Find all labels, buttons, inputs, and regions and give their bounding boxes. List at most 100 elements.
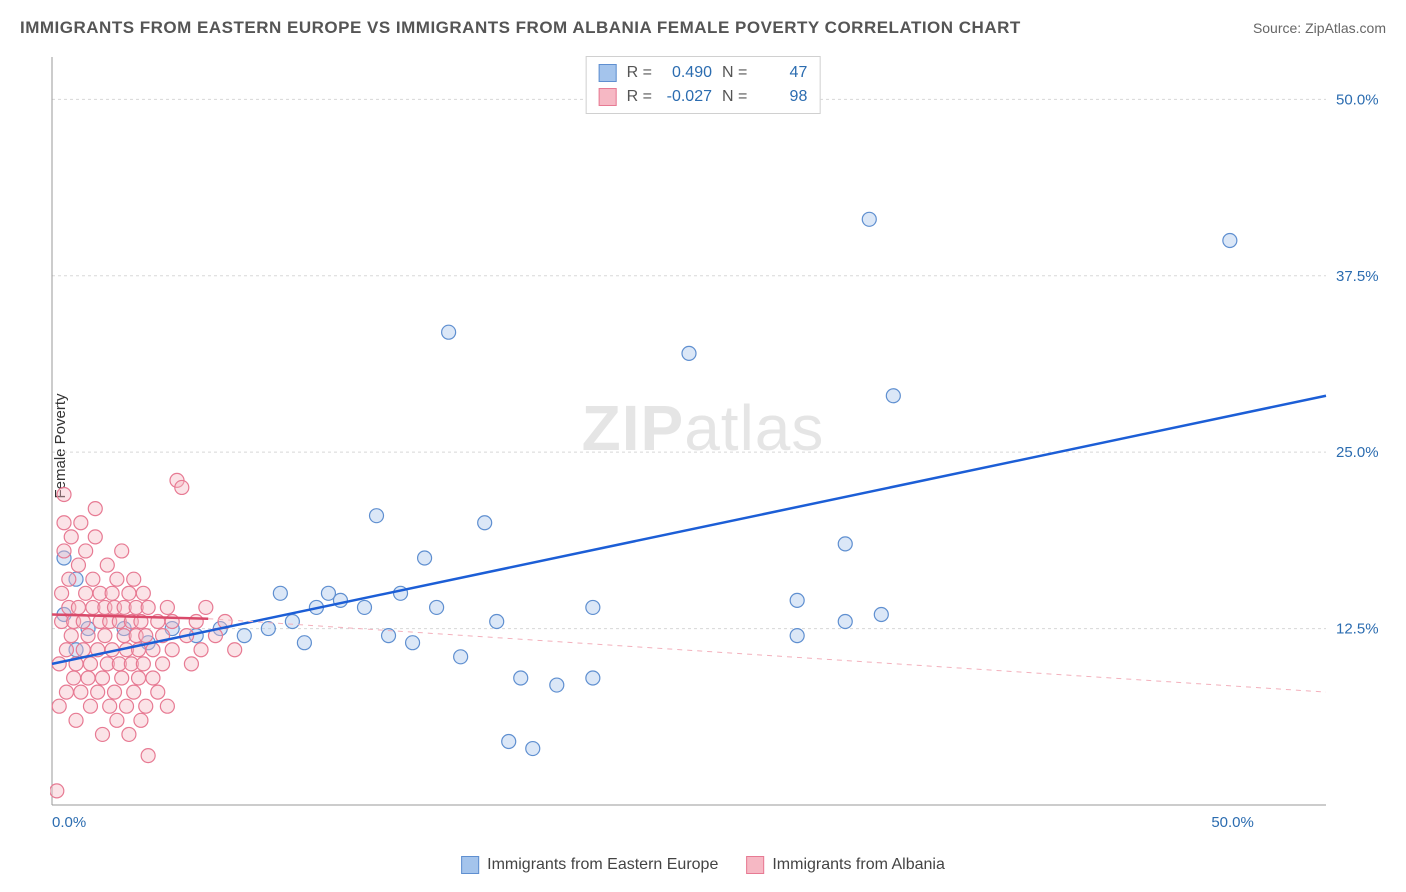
data-point <box>83 699 97 713</box>
data-point <box>103 699 117 713</box>
data-point <box>50 784 64 798</box>
data-point <box>71 600 85 614</box>
data-point <box>237 629 251 643</box>
data-point <box>586 600 600 614</box>
stats-row: R = -0.027 N = 98 <box>599 85 808 109</box>
data-point <box>132 671 146 685</box>
data-point <box>273 586 287 600</box>
data-point <box>454 650 468 664</box>
r-label: R = <box>627 85 652 109</box>
data-point <box>790 593 804 607</box>
data-point <box>141 600 155 614</box>
legend-swatch <box>461 856 479 874</box>
data-point <box>151 685 165 699</box>
data-point <box>297 636 311 650</box>
legend-swatch <box>746 856 764 874</box>
data-point <box>406 636 420 650</box>
data-point <box>74 685 88 699</box>
data-point <box>490 615 504 629</box>
data-point <box>88 502 102 516</box>
data-point <box>59 643 73 657</box>
data-point <box>95 671 109 685</box>
scatter-chart: 12.5%25.0%37.5%50.0%0.0%50.0% <box>50 55 1386 835</box>
legend-label: Immigrants from Eastern Europe <box>487 856 718 874</box>
stats-row: R = 0.490 N = 47 <box>599 61 808 85</box>
data-point <box>862 212 876 226</box>
legend-label: Immigrants from Albania <box>772 856 945 874</box>
data-point <box>81 671 95 685</box>
legend: Immigrants from Eastern Europe Immigrants… <box>461 856 945 874</box>
data-point <box>86 572 100 586</box>
data-point <box>62 572 76 586</box>
data-point <box>100 558 114 572</box>
data-point <box>122 586 136 600</box>
data-point <box>156 657 170 671</box>
data-point <box>146 671 160 685</box>
data-point <box>285 615 299 629</box>
data-point <box>175 480 189 494</box>
data-point <box>790 629 804 643</box>
data-point <box>682 346 696 360</box>
n-value: 98 <box>757 85 807 109</box>
data-point <box>261 622 275 636</box>
series-swatch <box>599 88 617 106</box>
data-point <box>120 699 134 713</box>
data-point <box>194 643 208 657</box>
n-value: 47 <box>757 61 807 85</box>
y-tick-label: 25.0% <box>1336 444 1379 461</box>
data-point <box>55 586 69 600</box>
data-point <box>59 685 73 699</box>
series-swatch <box>599 64 617 82</box>
r-value: -0.027 <box>662 85 712 109</box>
data-point <box>110 713 124 727</box>
data-point <box>79 586 93 600</box>
plot-area: 12.5%25.0%37.5%50.0%0.0%50.0% <box>50 55 1386 835</box>
data-point <box>57 544 71 558</box>
data-point <box>71 558 85 572</box>
x-tick-label: 50.0% <box>1211 814 1254 831</box>
data-point <box>57 516 71 530</box>
source-attribution: Source: ZipAtlas.com <box>1253 20 1386 36</box>
r-label: R = <box>627 61 652 85</box>
n-label: N = <box>722 61 747 85</box>
data-point <box>136 657 150 671</box>
data-point <box>91 685 105 699</box>
data-point <box>122 727 136 741</box>
data-point <box>160 699 174 713</box>
data-point <box>199 600 213 614</box>
r-value: 0.490 <box>662 61 712 85</box>
data-point <box>139 699 153 713</box>
data-point <box>74 516 88 530</box>
data-point <box>136 586 150 600</box>
trend-extension <box>208 619 1326 692</box>
source-name: ZipAtlas.com <box>1305 20 1386 36</box>
correlation-stats-box: R = 0.490 N = 47 R = -0.027 N = 98 <box>586 56 821 114</box>
data-point <box>64 629 78 643</box>
y-tick-label: 50.0% <box>1336 91 1379 108</box>
trend-line <box>52 396 1326 664</box>
data-point <box>115 671 129 685</box>
data-point <box>160 600 174 614</box>
data-point <box>127 572 141 586</box>
data-point <box>79 544 93 558</box>
data-point <box>95 727 109 741</box>
data-point <box>838 615 852 629</box>
data-point <box>418 551 432 565</box>
n-label: N = <box>722 85 747 109</box>
legend-item: Immigrants from Eastern Europe <box>461 856 718 874</box>
data-point <box>357 600 371 614</box>
data-point <box>165 643 179 657</box>
x-tick-label: 0.0% <box>52 814 86 831</box>
data-point <box>838 537 852 551</box>
data-point <box>105 586 119 600</box>
data-point <box>139 629 153 643</box>
data-point <box>478 516 492 530</box>
data-point <box>141 749 155 763</box>
data-point <box>76 643 90 657</box>
data-point <box>134 713 148 727</box>
data-point <box>184 657 198 671</box>
chart-title: IMMIGRANTS FROM EASTERN EUROPE VS IMMIGR… <box>20 18 1021 38</box>
y-tick-label: 12.5% <box>1336 621 1379 638</box>
data-point <box>88 530 102 544</box>
data-point <box>550 678 564 692</box>
